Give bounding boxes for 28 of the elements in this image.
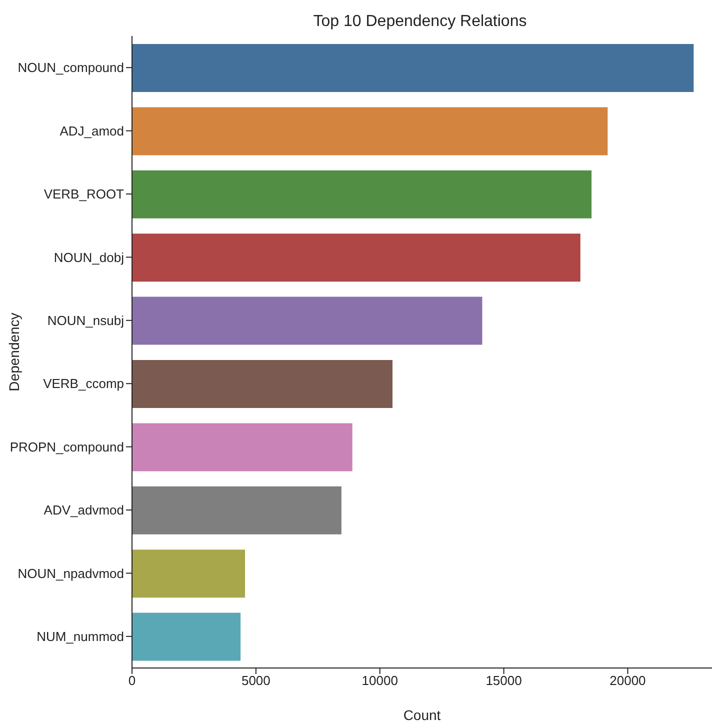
bar	[132, 360, 393, 408]
y-tick-label: PROPN_compound	[10, 439, 124, 454]
y-tick-label: VERB_ROOT	[44, 186, 124, 202]
x-tick-label: 10000	[362, 673, 398, 688]
x-tick-label: 15000	[486, 673, 522, 688]
x-tick-label: 20000	[610, 673, 646, 688]
bar	[132, 170, 592, 218]
y-axis-title: Dependency	[6, 312, 22, 392]
x-tick-label: 5000	[241, 673, 270, 688]
y-tick-label: NUM_nummod	[36, 629, 124, 644]
bar	[132, 234, 580, 282]
chart-title: Top 10 Dependency Relations	[312, 12, 528, 32]
y-tick-label: ADV_advmod	[44, 502, 124, 518]
x-tick-label: 0	[128, 673, 136, 688]
bar	[132, 107, 608, 156]
x-axis-title: Count	[403, 707, 441, 723]
y-tick-label: NOUN_dobj	[54, 250, 124, 265]
bar	[132, 44, 694, 92]
y-tick-label: NOUN_compound	[18, 60, 124, 76]
y-tick-label: ADJ_amod	[60, 123, 124, 138]
bar	[132, 423, 352, 472]
y-tick-label: NOUN_npadvmod	[18, 566, 124, 581]
y-tick-label: NOUN_nsubj	[47, 313, 124, 328]
bar	[132, 296, 482, 345]
bar	[132, 612, 241, 661]
bar	[132, 486, 342, 534]
y-tick-label: VERB_ccomp	[43, 376, 124, 392]
bar	[132, 550, 246, 598]
